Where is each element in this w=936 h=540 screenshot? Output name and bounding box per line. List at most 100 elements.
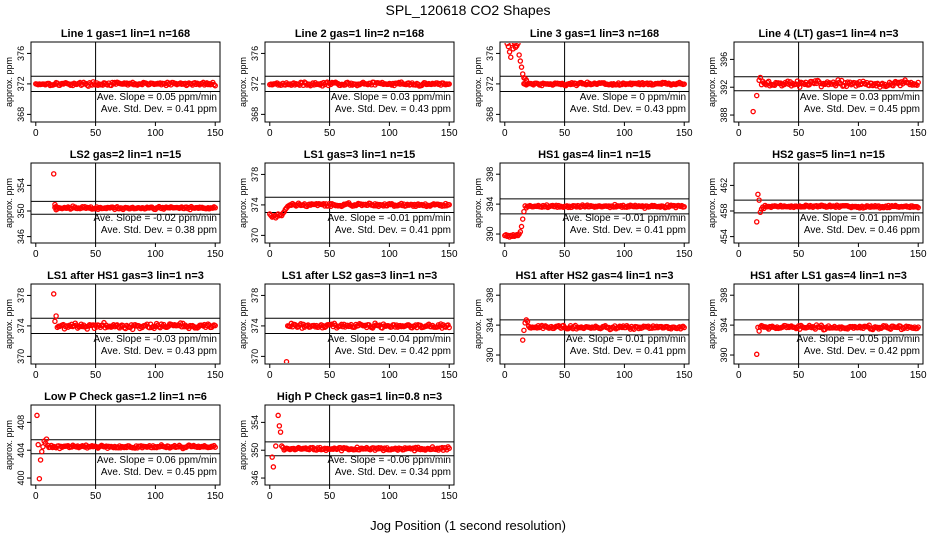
data-point [446, 445, 452, 452]
y-tick-label: 398 [485, 288, 495, 303]
slope-annotation: Ave. Slope = -0.01 ppm/min [563, 213, 687, 224]
x-tick-label: 50 [559, 249, 571, 260]
panel-title: Line 1 gas=1 lin=1 n=168 [61, 28, 190, 40]
panel-title: HS2 gas=5 lin=1 n=15 [772, 149, 885, 161]
panel-2: Line 2 gas=1 lin=2 n=168 0 50 100 150 368 372 3… [238, 28, 458, 139]
x-tick-label: 50 [324, 128, 336, 139]
data-point-initial [524, 318, 531, 325]
y-tick-label: 350 [16, 203, 26, 218]
data-point [793, 81, 799, 87]
y-tick-label: 346 [16, 229, 26, 244]
slope-annotation: Ave. Slope = 0.01 ppm/min [566, 334, 686, 345]
std-dev-annotation: Ave. Std. Dev. = 0.38 ppm [101, 225, 217, 236]
x-tick-label: 0 [267, 491, 273, 502]
data-point-initial [515, 43, 521, 47]
plot-frame [499, 283, 690, 365]
data-points [753, 191, 921, 225]
y-tick-label: 378 [250, 167, 260, 182]
x-tick-label: 50 [90, 128, 102, 139]
data-point-initial [269, 454, 275, 460]
x-tick-label: 150 [676, 370, 693, 381]
y-axis-label: approx. ppm [238, 57, 248, 107]
y-tick-label: 374 [16, 318, 26, 333]
data-point-initial [750, 108, 756, 115]
x-tick-label: 0 [736, 128, 742, 139]
data-point-initial [506, 49, 513, 55]
data-point [890, 82, 896, 89]
data-point [446, 201, 452, 208]
slope-annotation: Ave. Slope = -0.02 ppm/min [94, 213, 218, 224]
plot-frame [264, 41, 455, 123]
x-tick-label: 0 [33, 370, 39, 381]
data-point [446, 81, 452, 87]
data-point [212, 322, 218, 329]
y-tick-label: 370 [16, 349, 26, 364]
slope-annotation: Ave. Slope = 0.05 ppm/min [97, 92, 217, 103]
panel-3: Line 3 gas=1 lin=3 n=168 0 50 100 150 368 372 3… [473, 28, 693, 139]
y-tick-label: 354 [16, 178, 26, 193]
panel-title: Low P Check gas=1.2 lin=1 n=6 [44, 391, 207, 403]
data-points [267, 200, 452, 221]
y-tick-label: 398 [485, 167, 495, 182]
y-axis-label: approx. ppm [238, 420, 248, 470]
x-tick-label: 0 [33, 249, 39, 260]
data-point [681, 204, 687, 210]
data-point-initial [276, 423, 283, 429]
y-tick-label: 368 [16, 107, 26, 122]
slope-annotation: Ave. Slope = -0.03 ppm/min [94, 334, 218, 345]
data-point [915, 324, 921, 330]
y-tick-label: 408 [16, 415, 26, 430]
y-tick-label: 376 [16, 46, 26, 61]
data-point-initial [757, 74, 764, 81]
panel-title: HS1 after HS2 gas=4 lin=1 n=3 [515, 270, 673, 282]
data-points [753, 322, 921, 358]
data-point-initial [753, 351, 760, 358]
y-tick-label: 374 [250, 197, 260, 212]
std-dev-annotation: Ave. Std. Dev. = 0.45 ppm [804, 104, 920, 115]
panel-5: LS2 gas=2 lin=1 n=15 0 50 100 150 346 350 354ap… [4, 149, 224, 260]
y-tick-label: 394 [485, 197, 495, 212]
data-points [50, 291, 218, 333]
y-tick-label: 376 [250, 46, 260, 61]
data-points [750, 74, 921, 115]
y-tick-label: 350 [250, 443, 260, 458]
panel-title: LS1 after LS2 gas=3 lin=1 n=3 [282, 270, 438, 282]
plot-frame [499, 41, 690, 123]
y-tick-label: 376 [485, 46, 495, 61]
data-point-initial [517, 229, 524, 235]
panel-8: HS2 gas=5 lin=1 n=15 0 50 100 150 454 458 462ap… [707, 149, 927, 260]
slope-annotation: Ave. Slope = -0.01 ppm/min [328, 213, 452, 224]
y-tick-label: 394 [485, 318, 495, 333]
y-tick-label: 372 [16, 76, 26, 91]
panel-title: Line 4 (LT) gas=1 lin=4 n=3 [758, 28, 898, 40]
data-point-initial [39, 448, 45, 455]
x-tick-label: 0 [502, 370, 508, 381]
x-tick-label: 150 [676, 249, 693, 260]
y-axis-label: approx. ppm [473, 178, 483, 228]
data-points [33, 79, 218, 89]
plot-frame [264, 283, 455, 365]
plot-frame [30, 41, 221, 123]
y-axis-label: approx. ppm [238, 299, 248, 349]
y-tick-label: 454 [719, 229, 729, 244]
x-tick-label: 150 [441, 491, 458, 502]
x-tick-label: 100 [147, 128, 164, 139]
std-dev-annotation: Ave. Std. Dev. = 0.43 ppm [570, 104, 686, 115]
data-point-initial [755, 191, 761, 198]
x-tick-label: 150 [207, 491, 224, 502]
x-tick-label: 100 [147, 491, 164, 502]
x-tick-label: 150 [207, 128, 224, 139]
data-point-initial [508, 54, 514, 60]
panel-11: HS1 after HS2 gas=4 lin=1 n=3 0 50 100 150 39… [473, 270, 693, 381]
plot-frame [264, 404, 455, 486]
x-tick-label: 50 [793, 128, 805, 139]
data-points [504, 43, 687, 89]
x-tick-label: 50 [324, 491, 336, 502]
y-axis-label: approx. ppm [4, 420, 14, 470]
plot-frame [30, 283, 221, 365]
y-tick-label: 346 [250, 471, 260, 486]
y-tick-label: 390 [485, 227, 495, 242]
panel-14: High P Check gas=1 lin=0.8 n=3 0 50 100 150 3… [238, 391, 458, 502]
plot-frame [733, 283, 924, 365]
